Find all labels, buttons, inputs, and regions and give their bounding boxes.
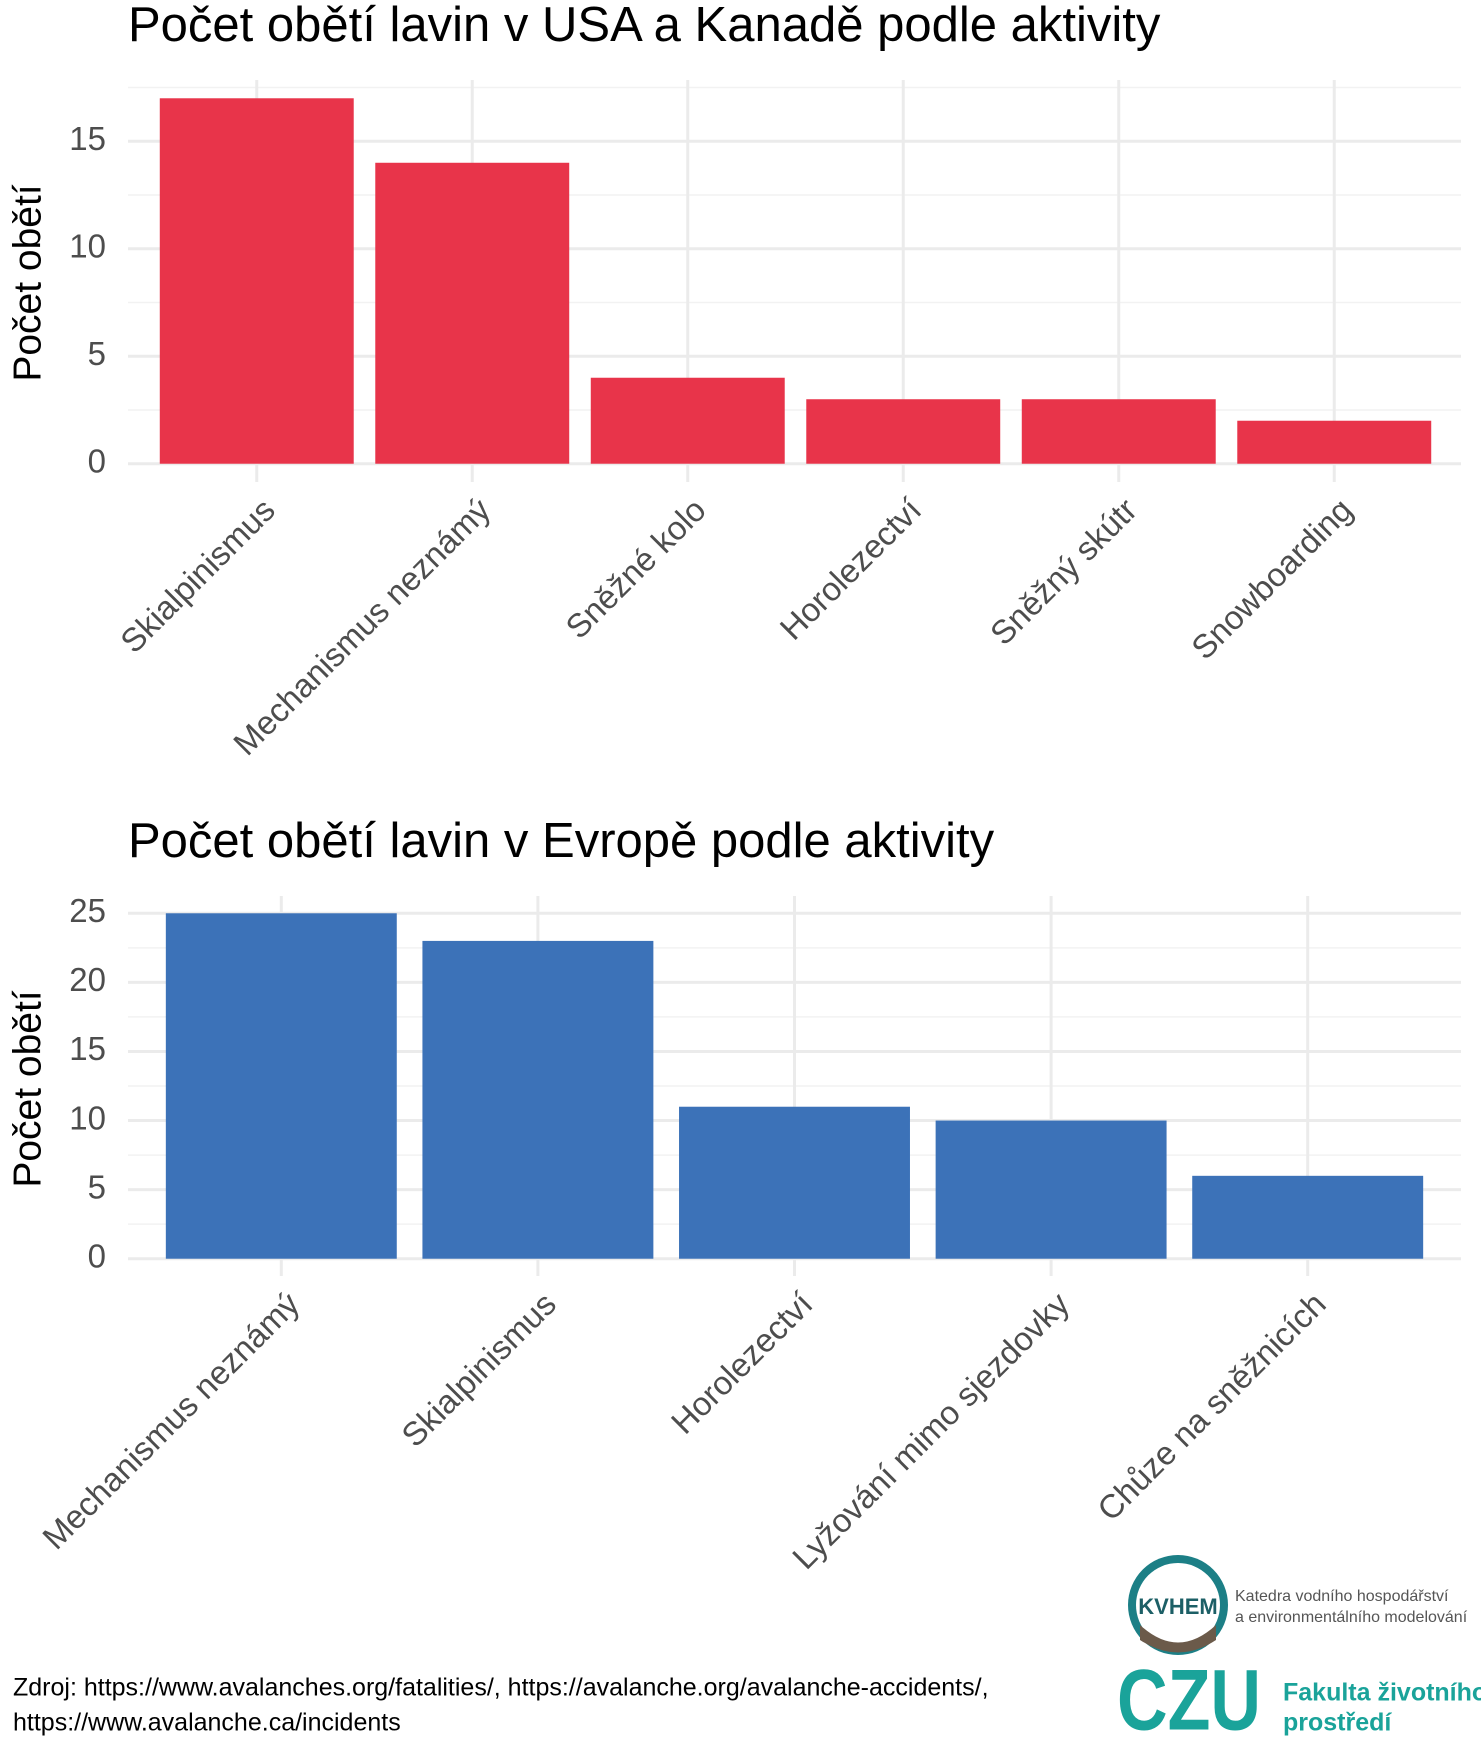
y-tick-label: 25 xyxy=(69,892,106,929)
y-tick-label: 5 xyxy=(88,335,106,372)
czu-logo: CZU xyxy=(1117,1653,1261,1746)
kvhem-text: KVHEM xyxy=(1138,1594,1217,1619)
y-axis-title: Počet obětí xyxy=(6,184,49,381)
source: Zdroj: https://www.avalanches.org/fatali… xyxy=(13,1674,989,1702)
y-tick-label: 10 xyxy=(69,1099,106,1136)
bar xyxy=(679,1106,910,1259)
bar xyxy=(1192,1175,1424,1259)
y-tick-label: 0 xyxy=(88,1237,106,1274)
y-tick-label: 15 xyxy=(69,1030,106,1067)
kvhem-caption: a environmentálního modelování xyxy=(1235,1609,1468,1626)
y-tick-label: 5 xyxy=(88,1168,106,1205)
bar xyxy=(806,399,1001,464)
y-axis-title: Počet obětí xyxy=(6,990,49,1187)
faculty: prostředí xyxy=(1283,1709,1392,1737)
footer: Zdroj: https://www.avalanches.org/fatali… xyxy=(13,1555,1481,1746)
bar xyxy=(935,1120,1167,1259)
bar xyxy=(1021,399,1216,464)
kvhem-caption: Katedra vodního hospodářství xyxy=(1235,1588,1449,1605)
chart-title: Počet obětí lavin v USA a Kanadě podle a… xyxy=(128,0,1161,52)
bar xyxy=(375,162,570,464)
y-tick-label: 15 xyxy=(69,120,106,157)
bar xyxy=(590,377,785,464)
kvhem-soil xyxy=(1140,1625,1216,1653)
bar xyxy=(422,940,654,1259)
y-tick-label: 10 xyxy=(69,227,106,264)
faculty: Fakulta životního xyxy=(1283,1679,1481,1707)
y-tick-label: 20 xyxy=(69,961,106,998)
y-tick-label: 0 xyxy=(88,442,106,479)
chart-title: Počet obětí lavin v Evropě podle aktivit… xyxy=(128,814,995,868)
bar xyxy=(159,98,354,464)
source: https://www.avalanche.ca/incidents xyxy=(13,1709,401,1737)
bar xyxy=(1237,420,1432,464)
kvhem-logo-inner xyxy=(1136,1563,1220,1647)
bar xyxy=(165,913,397,1259)
